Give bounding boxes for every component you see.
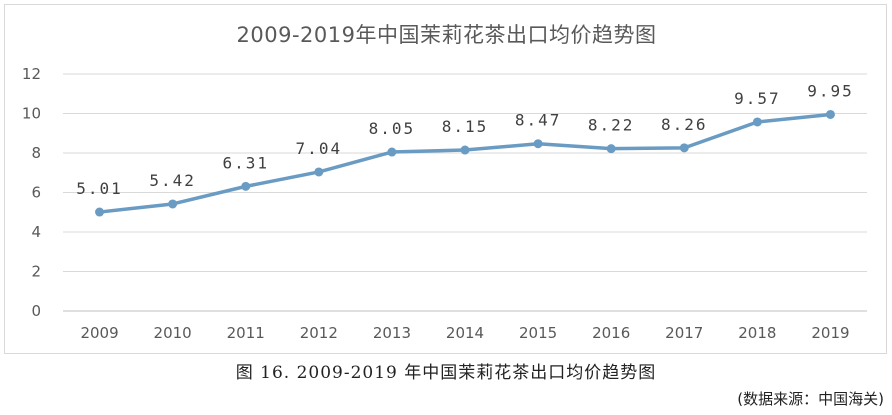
x-tick-label: 2016 bbox=[592, 324, 630, 342]
data-point bbox=[679, 143, 689, 153]
data-point bbox=[168, 199, 178, 209]
y-tick-label: 8 bbox=[31, 144, 41, 162]
x-tick-label: 2012 bbox=[300, 324, 338, 342]
y-tick-label: 4 bbox=[31, 223, 41, 241]
data-label: 8.05 bbox=[369, 119, 416, 138]
data-label: 8.47 bbox=[515, 111, 562, 130]
data-label: 5.42 bbox=[149, 171, 196, 190]
data-point bbox=[606, 144, 616, 154]
y-tick-label: 0 bbox=[31, 302, 41, 320]
data-label: 7.04 bbox=[296, 139, 343, 158]
data-point bbox=[95, 207, 105, 217]
x-tick-label: 2019 bbox=[811, 324, 849, 342]
x-tick-label: 2017 bbox=[665, 324, 703, 342]
data-label: 5.01 bbox=[76, 179, 123, 198]
data-point bbox=[387, 147, 397, 157]
x-tick-label: 2013 bbox=[373, 324, 411, 342]
x-tick-label: 2018 bbox=[738, 324, 776, 342]
data-point bbox=[241, 181, 251, 191]
chart-title: 2009-2019年中国茉莉花茶出口均价趋势图 bbox=[236, 23, 657, 47]
data-point bbox=[752, 117, 762, 127]
data-label: 8.22 bbox=[588, 116, 635, 135]
y-tick-label: 10 bbox=[22, 105, 41, 123]
chart-container: 2009-2019年中国茉莉花茶出口均价趋势图 0 2 4 6 8 10 12 2009 201… bbox=[4, 4, 887, 354]
data-label: 8.26 bbox=[661, 115, 708, 134]
data-source-note: (数据来源：中国海关) bbox=[737, 390, 884, 408]
y-tick-label: 12 bbox=[22, 65, 41, 83]
data-point bbox=[460, 145, 470, 155]
x-tick-label: 2009 bbox=[80, 324, 118, 342]
data-label: 9.95 bbox=[807, 81, 854, 100]
y-tick-label: 6 bbox=[31, 184, 41, 202]
line-chart: 0 2 4 6 8 10 12 2009 2010 2011 2012 2013 2014 2015 201… bbox=[22, 65, 867, 342]
x-tick-label: 2015 bbox=[519, 324, 557, 342]
data-point bbox=[825, 109, 835, 119]
data-point bbox=[314, 167, 324, 177]
data-label: 6.31 bbox=[222, 153, 269, 172]
x-tick-label: 2014 bbox=[446, 324, 484, 342]
data-label: 8.15 bbox=[442, 117, 489, 136]
x-tick-label: 2011 bbox=[227, 324, 265, 342]
data-point bbox=[533, 139, 543, 149]
figure-caption: 图 16. 2009-2019 年中国茉莉花茶出口均价趋势图 bbox=[235, 363, 657, 383]
x-tick-label: 2010 bbox=[154, 324, 192, 342]
data-label: 9.57 bbox=[734, 89, 781, 108]
y-tick-label: 2 bbox=[31, 263, 41, 281]
